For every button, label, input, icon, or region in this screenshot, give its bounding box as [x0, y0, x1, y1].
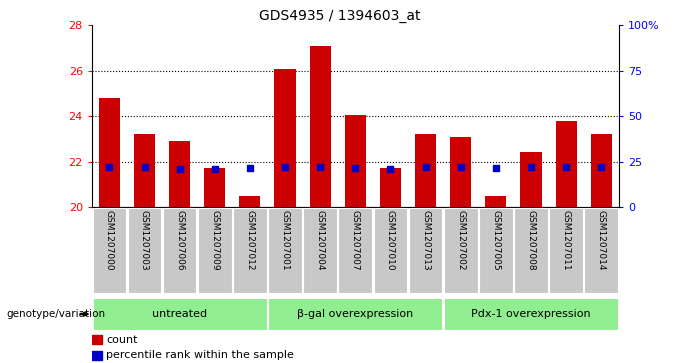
- Point: [385, 166, 396, 172]
- Text: count: count: [106, 335, 138, 345]
- Text: β-gal overexpression: β-gal overexpression: [297, 309, 413, 319]
- Bar: [268, 298, 443, 330]
- Bar: [584, 208, 618, 293]
- Bar: [92, 298, 267, 330]
- Bar: [92, 351, 102, 360]
- Point: [245, 165, 256, 171]
- Text: GSM1207011: GSM1207011: [562, 209, 571, 270]
- Text: untreated: untreated: [152, 309, 207, 319]
- Bar: [169, 141, 190, 207]
- Bar: [275, 69, 296, 207]
- Point: [456, 164, 466, 170]
- Text: GSM1207010: GSM1207010: [386, 209, 395, 270]
- Point: [279, 164, 290, 170]
- Text: GSM1207001: GSM1207001: [281, 209, 290, 270]
- Text: GSM1207014: GSM1207014: [597, 209, 606, 270]
- Bar: [479, 208, 513, 293]
- Point: [596, 164, 607, 170]
- Bar: [444, 208, 477, 293]
- Bar: [444, 298, 618, 330]
- Point: [350, 165, 360, 171]
- Bar: [163, 208, 197, 293]
- Text: GSM1207006: GSM1207006: [175, 209, 184, 270]
- Text: Pdx-1 overexpression: Pdx-1 overexpression: [471, 309, 591, 319]
- Text: GSM1207009: GSM1207009: [210, 209, 219, 270]
- Bar: [233, 208, 267, 293]
- Bar: [415, 134, 436, 207]
- Point: [315, 164, 326, 170]
- Bar: [373, 208, 407, 293]
- Bar: [198, 208, 232, 293]
- Bar: [591, 134, 612, 207]
- Text: GDS4935 / 1394603_at: GDS4935 / 1394603_at: [259, 9, 421, 23]
- Point: [420, 164, 431, 170]
- Bar: [99, 98, 120, 207]
- Text: GSM1207005: GSM1207005: [492, 209, 500, 270]
- Text: genotype/variation: genotype/variation: [7, 309, 106, 319]
- Text: GSM1207012: GSM1207012: [245, 209, 254, 270]
- Bar: [92, 335, 102, 344]
- Bar: [339, 208, 372, 293]
- Text: GSM1207013: GSM1207013: [421, 209, 430, 270]
- Point: [174, 166, 185, 172]
- Bar: [549, 208, 583, 293]
- Point: [104, 164, 115, 170]
- Point: [490, 165, 501, 171]
- Bar: [514, 208, 548, 293]
- Bar: [450, 136, 471, 207]
- Text: percentile rank within the sample: percentile rank within the sample: [106, 350, 294, 360]
- Bar: [92, 208, 126, 293]
- Text: GSM1207007: GSM1207007: [351, 209, 360, 270]
- Bar: [345, 115, 366, 207]
- Bar: [268, 208, 302, 293]
- Point: [209, 166, 220, 172]
- Bar: [303, 208, 337, 293]
- Text: GSM1207004: GSM1207004: [316, 209, 324, 270]
- Bar: [309, 46, 330, 207]
- Bar: [239, 196, 260, 207]
- Bar: [380, 168, 401, 207]
- Bar: [128, 208, 161, 293]
- Point: [139, 164, 150, 170]
- Bar: [486, 196, 507, 207]
- Bar: [409, 208, 443, 293]
- Text: GSM1207003: GSM1207003: [140, 209, 149, 270]
- Text: GSM1207002: GSM1207002: [456, 209, 465, 270]
- Bar: [134, 134, 155, 207]
- Text: GSM1207000: GSM1207000: [105, 209, 114, 270]
- Text: GSM1207008: GSM1207008: [526, 209, 535, 270]
- Bar: [204, 168, 225, 207]
- Point: [526, 164, 537, 170]
- Bar: [520, 152, 541, 207]
- Point: [560, 164, 571, 170]
- Bar: [556, 121, 577, 207]
